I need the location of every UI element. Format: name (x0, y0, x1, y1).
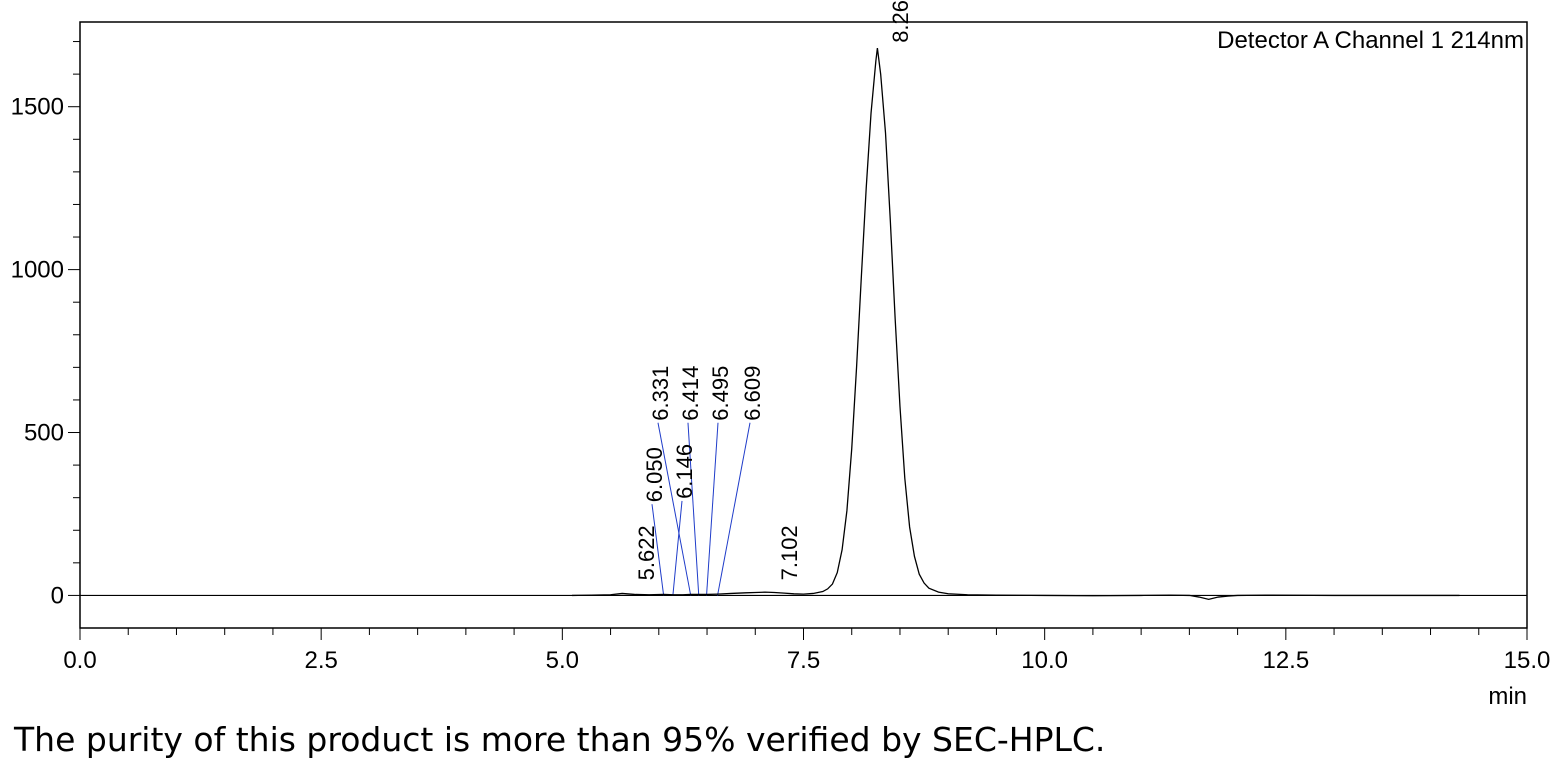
x-tick-label: 2.5 (304, 647, 337, 674)
x-tick-label: 15.0 (1504, 647, 1551, 674)
purity-caption: The purity of this product is more than … (14, 720, 1106, 759)
peak-leader-line (657, 422, 692, 596)
peak-retention-labels: 5.622 6.050 6.146 6.331 6.414 6.495 6.609 7.102… (634, 0, 913, 580)
y-tick-label: 500 (24, 420, 64, 447)
x-axis-unit-label: min (1488, 683, 1527, 710)
peak-label: 6.609 (740, 366, 765, 421)
y-tick-label: 0 (51, 582, 64, 609)
peak-label: 6.146 (672, 444, 697, 499)
peak-label: 6.050 (642, 447, 667, 502)
x-axis-ticks: 0.0 2.5 5.0 7.5 10.0 12.5 15.0 (63, 628, 1550, 674)
x-tick-label: 12.5 (1262, 647, 1309, 674)
y-axis-ticks: 0 500 1000 1500 (11, 41, 80, 609)
x-tick-label: 0.0 (63, 647, 96, 674)
peak-leader-lines (651, 422, 751, 596)
plot-frame (79, 21, 1528, 629)
peak-label: 6.331 (648, 366, 673, 421)
peak-label: 7.102 (777, 525, 802, 580)
y-tick-label: 1500 (11, 94, 64, 121)
detector-label: Detector A Channel 1 214nm (1217, 27, 1524, 54)
y-tick-label: 1000 (11, 257, 64, 284)
peak-leader-line (706, 422, 719, 596)
x-tick-label: 7.5 (787, 647, 820, 674)
peak-leader-line (717, 422, 751, 596)
x-tick-label: 10.0 (1021, 647, 1068, 674)
peak-label: 6.495 (708, 366, 733, 421)
peak-leader-line (672, 500, 683, 596)
peak-label: 6.414 (678, 366, 703, 421)
chromatogram-trace (571, 47, 1460, 600)
peak-label: 8.266 (888, 0, 913, 43)
peak-leader-line (651, 504, 665, 596)
peak-leader-line (687, 422, 700, 596)
peak-label: 5.622 (634, 525, 659, 580)
x-tick-label: 5.0 (546, 647, 579, 674)
